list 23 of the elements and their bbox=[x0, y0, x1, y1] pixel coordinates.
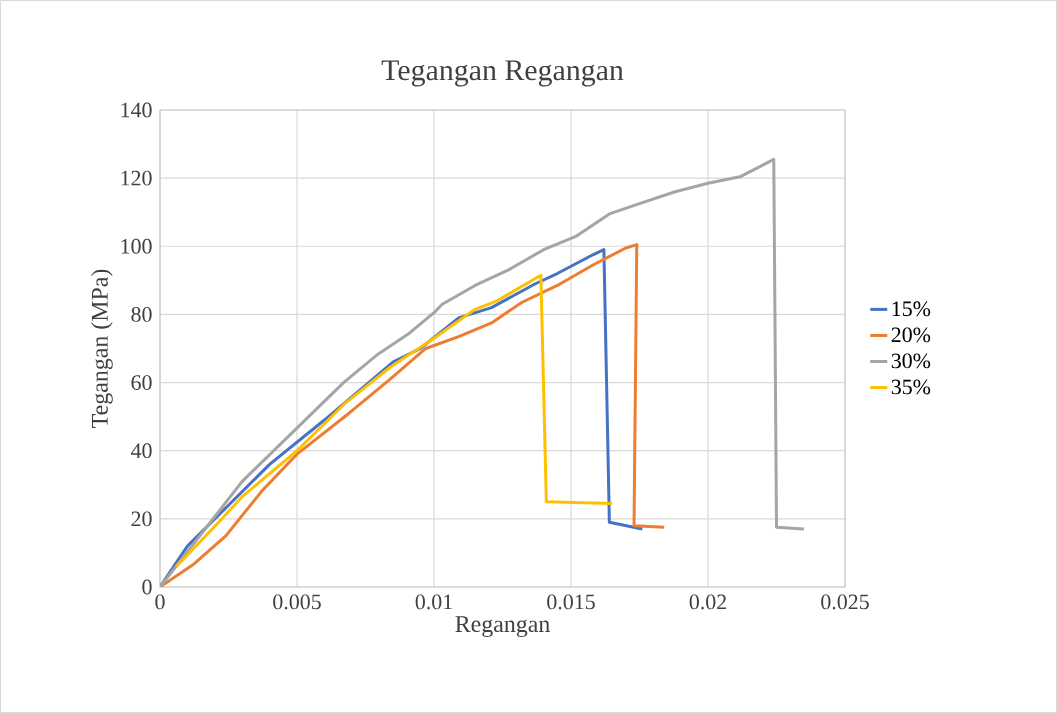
x-tick-label: 0.015 bbox=[547, 594, 595, 610]
x-tick-label: 0.025 bbox=[821, 594, 869, 610]
line-series bbox=[174, 273, 614, 569]
legend-label: 30% bbox=[891, 353, 931, 369]
legend-label: 20% bbox=[891, 327, 931, 343]
y-tick-label: 80 bbox=[131, 307, 152, 322]
y-tick-label: 40 bbox=[130, 443, 152, 459]
legend-label: 35% bbox=[891, 379, 931, 395]
x-tick-label: 0.01 bbox=[415, 594, 452, 610]
y-tick-label: 20 bbox=[131, 511, 152, 527]
x-axis-title: Regangan bbox=[455, 616, 550, 638]
legend-label: 15% bbox=[892, 301, 931, 317]
y-tick-label: 140 bbox=[121, 102, 152, 118]
x-tick-label: 0.005 bbox=[273, 594, 321, 610]
y-tick-label: 100 bbox=[121, 238, 152, 254]
x-tick-label: 0 bbox=[155, 594, 165, 610]
x-tick-label: 0.02 bbox=[689, 594, 726, 610]
y-tick-label: 120 bbox=[121, 170, 152, 186]
chart-title: Tegangan Regangan bbox=[381, 60, 624, 87]
y-tick-label: 0 bbox=[142, 579, 152, 595]
y-axis-title: Tegangan (MPa) bbox=[91, 269, 113, 428]
y-tick-label: 60 bbox=[131, 375, 152, 390]
line-series bbox=[160, 157, 806, 587]
